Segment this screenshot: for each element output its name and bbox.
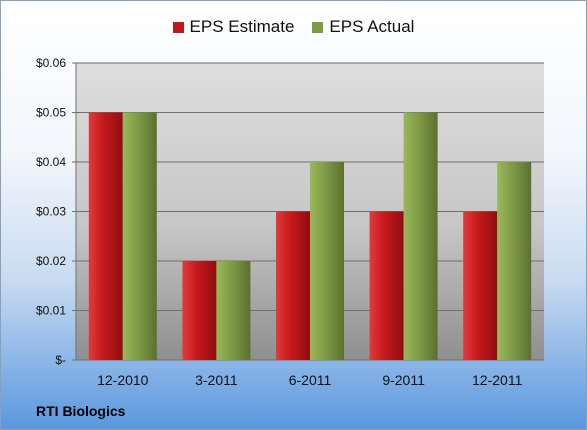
y-tick-label: $0.01 — [36, 304, 66, 318]
bar-estimate — [276, 211, 310, 360]
legend: EPS Estimate EPS Actual — [1, 17, 586, 37]
x-tick-label: 9-2011 — [382, 372, 425, 388]
x-tick-label: 6-2011 — [289, 372, 332, 388]
x-tick-label: 12-2011 — [472, 372, 523, 388]
company-name: RTI Biologics — [36, 403, 126, 419]
legend-item-actual: EPS Actual — [312, 17, 414, 37]
bar-actual — [216, 261, 251, 360]
y-tick-label: $- — [55, 353, 66, 367]
y-tick-label: $0.05 — [36, 106, 66, 120]
bar-actual — [310, 162, 344, 360]
y-tick-label: $0.03 — [36, 205, 66, 219]
bar-estimate — [88, 112, 123, 360]
legend-label-actual: EPS Actual — [329, 17, 415, 36]
bar-estimate — [182, 261, 217, 360]
y-tick-label: $0.04 — [36, 155, 66, 169]
bar-estimate — [369, 211, 404, 360]
legend-item-estimate: EPS Estimate — [172, 17, 295, 37]
x-tick-label: 3-2011 — [195, 372, 238, 388]
y-tick-label: $0.06 — [36, 56, 66, 70]
bar-actual — [403, 112, 438, 360]
legend-label-estimate: EPS Estimate — [189, 17, 295, 36]
x-tick-label: 12-2010 — [97, 372, 149, 388]
bar-actual — [122, 112, 157, 360]
bar-actual — [497, 162, 532, 360]
legend-swatch-actual — [312, 21, 324, 33]
legend-swatch-estimate — [172, 21, 184, 33]
y-tick-label: $0.02 — [36, 254, 66, 268]
bar-estimate — [463, 211, 498, 360]
